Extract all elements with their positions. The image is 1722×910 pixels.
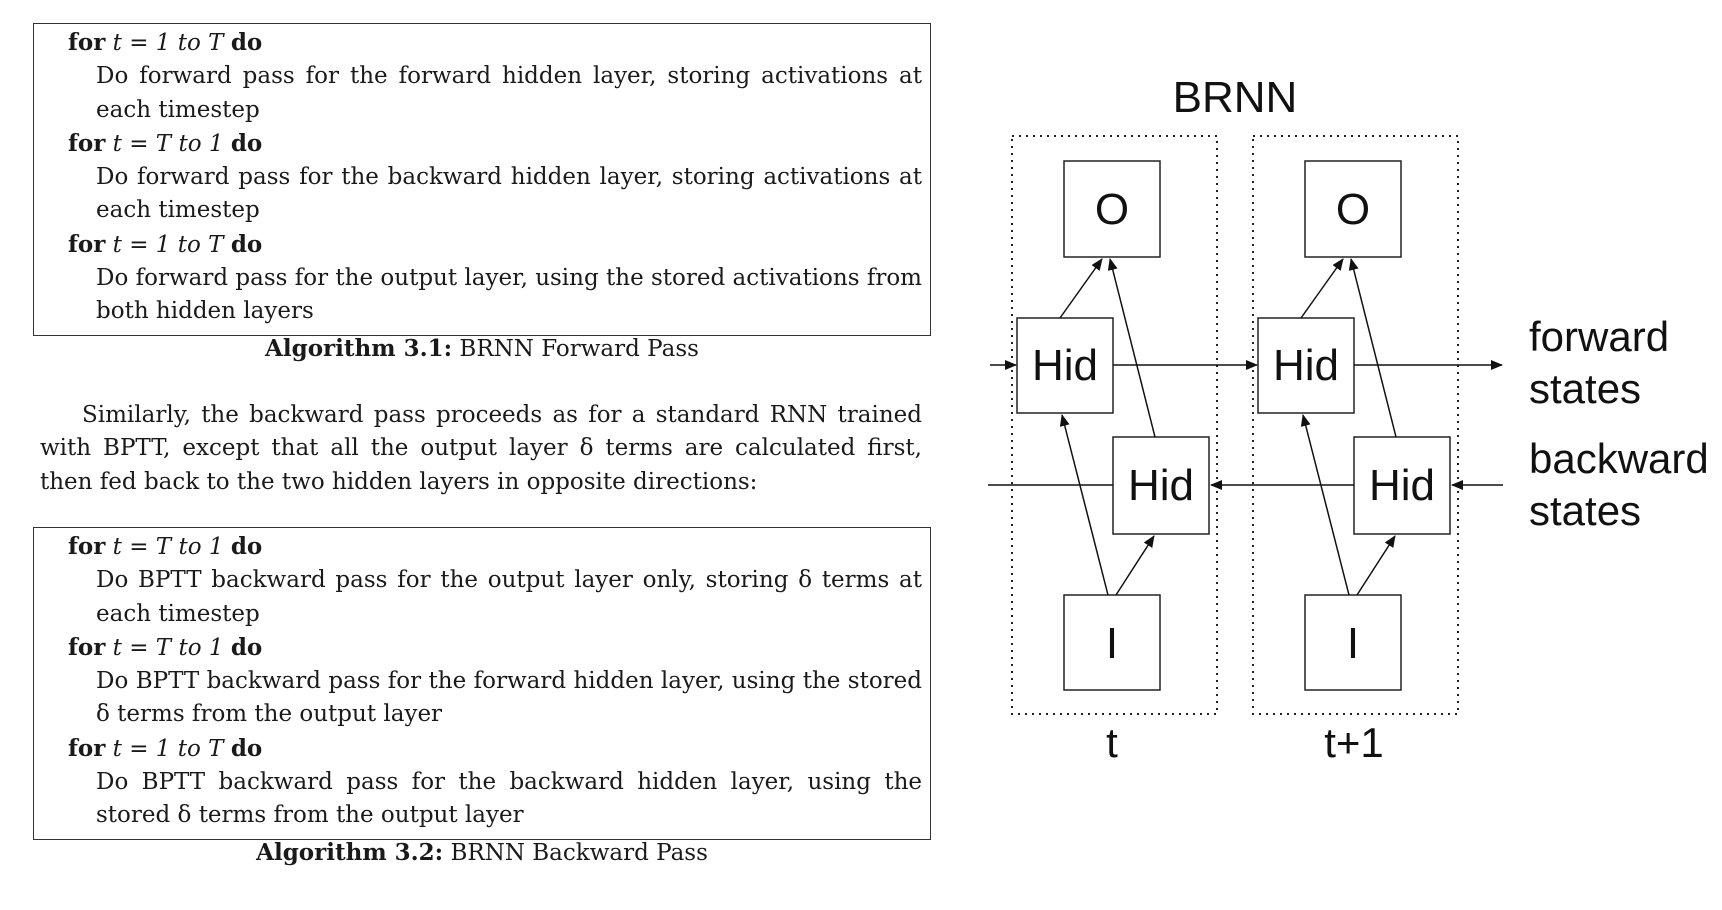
algorithm-3-2-caption: Algorithm 3.2: BRNN Backward Pass [33, 838, 931, 868]
input-node-label: I [1106, 619, 1118, 668]
forward-hidden-label: Hid [1032, 341, 1098, 390]
input-node-t1: I [1304, 594, 1402, 691]
algorithm-for-line: for t = 1 to T do [34, 228, 930, 262]
keyword-for: for [68, 734, 106, 762]
algorithm-body-line: Do forward pass for the output layer, us… [96, 265, 922, 292]
diagram-title: BRNN [1173, 73, 1298, 122]
loop-expression: t = T to 1 [112, 130, 224, 157]
caption-text: BRNN Backward Pass [443, 840, 708, 866]
loop-expression: t = 1 to T [112, 735, 224, 762]
algorithm-3-1-box: for t = 1 to T do Do forward pass for the… [33, 23, 931, 336]
keyword-do: do [230, 533, 263, 560]
algorithm-body-line: each timestep [96, 600, 260, 627]
caption-text: BRNN Forward Pass [452, 336, 699, 362]
algorithm-for-line: for t = T to 1 do [34, 530, 930, 564]
arrow-input-to-bwd-hidden-t1 [1356, 535, 1396, 596]
keyword-for: for [68, 129, 106, 157]
algorithm-body-line: Do forward pass for the forward hidden l… [96, 63, 922, 90]
arrow-input-to-fwd-hidden-t1 [1300, 414, 1350, 596]
brnn-diagram: BRNN O Hid Hid I O Hid Hid I [988, 73, 1709, 766]
input-node-t: I [1063, 594, 1161, 691]
output-node-label: O [1095, 185, 1129, 234]
forward-hidden-node-t1: Hid [1257, 317, 1355, 414]
algorithm-body-line: both hidden layers [96, 298, 314, 325]
algorithm-for-line: for t = T to 1 do [34, 127, 930, 161]
keyword-do: do [230, 230, 263, 258]
arrow-input-to-bwd-hidden-t [1115, 535, 1155, 596]
forward-hidden-node-t: Hid [1016, 317, 1114, 414]
arrow-bwd-hidden-to-output-t1 [1348, 258, 1397, 438]
body-paragraph: Similarly, the backward pass proceeds as… [40, 399, 922, 499]
loop-expression: t = 1 to T [112, 231, 224, 258]
algorithm-body-line: Do BPTT backward pass for the output lay… [96, 567, 922, 594]
backward-hidden-node-t1: Hid [1353, 436, 1451, 535]
algorithm-3-2-box: for t = T to 1 do Do BPTT backward pass f… [33, 527, 931, 840]
time-label-t: t [1106, 719, 1118, 766]
arrow-bwd-hidden-to-output-t [1107, 258, 1156, 438]
forward-states-label-1: forward [1529, 313, 1669, 360]
backward-hidden-node-t: Hid [1112, 436, 1210, 535]
keyword-for: for [68, 230, 106, 258]
keyword-for: for [68, 633, 106, 661]
algorithm-body-line: Do BPTT backward pass for the forward hi… [96, 668, 922, 695]
output-node-label: O [1336, 185, 1370, 234]
paragraph-line: with BPTT, except that all the output la… [40, 435, 922, 462]
time-label-t1: t+1 [1324, 719, 1384, 766]
keyword-do: do [230, 734, 263, 762]
algorithm-for-line: for t = 1 to T do [34, 732, 930, 766]
algorithm-for-line: for t = T to 1 do [34, 631, 930, 665]
input-node-label: I [1347, 619, 1359, 668]
caption-label: Algorithm 3.2: [256, 839, 444, 866]
backward-hidden-label: Hid [1128, 461, 1194, 510]
output-node-t: O [1063, 160, 1161, 258]
arrow-fwd-hidden-to-output-t [1059, 258, 1103, 319]
algorithm-body-line: Do forward pass for the backward hidden … [96, 164, 922, 191]
caption-label: Algorithm 3.1: [265, 335, 453, 362]
algorithm-3-1-caption: Algorithm 3.1: BRNN Forward Pass [33, 334, 931, 364]
paragraph-line: Similarly, the backward pass proceeds as… [82, 402, 922, 428]
algorithm-body-line: Do BPTT backward pass for the backward h… [96, 769, 922, 796]
algorithm-body-line: δ terms from the output layer [96, 701, 443, 728]
output-node-t1: O [1304, 160, 1402, 258]
forward-hidden-label: Hid [1273, 341, 1339, 390]
keyword-for: for [68, 29, 106, 56]
keyword-for: for [68, 533, 106, 560]
arrow-input-to-fwd-hidden-t [1059, 414, 1109, 596]
backward-hidden-label: Hid [1369, 461, 1435, 510]
forward-states-label-2: states [1529, 365, 1641, 412]
arrow-fwd-hidden-to-output-t1 [1300, 258, 1344, 319]
algorithm-body-line: stored δ terms from the output layer [96, 802, 524, 829]
algorithm-for-line: for t = 1 to T do [34, 26, 930, 60]
keyword-do: do [230, 29, 263, 56]
algorithm-body-line: each timestep [96, 96, 260, 123]
loop-expression: t = T to 1 [112, 534, 224, 560]
paragraph-line: then fed back to the two hidden layers i… [40, 468, 758, 495]
loop-expression: t = 1 to T [112, 30, 224, 56]
backward-states-label-1: backward [1529, 435, 1709, 482]
algorithm-body-line: each timestep [96, 197, 260, 224]
backward-states-label-2: states [1529, 487, 1641, 534]
keyword-do: do [230, 129, 263, 157]
keyword-do: do [230, 633, 263, 661]
loop-expression: t = T to 1 [112, 634, 224, 661]
